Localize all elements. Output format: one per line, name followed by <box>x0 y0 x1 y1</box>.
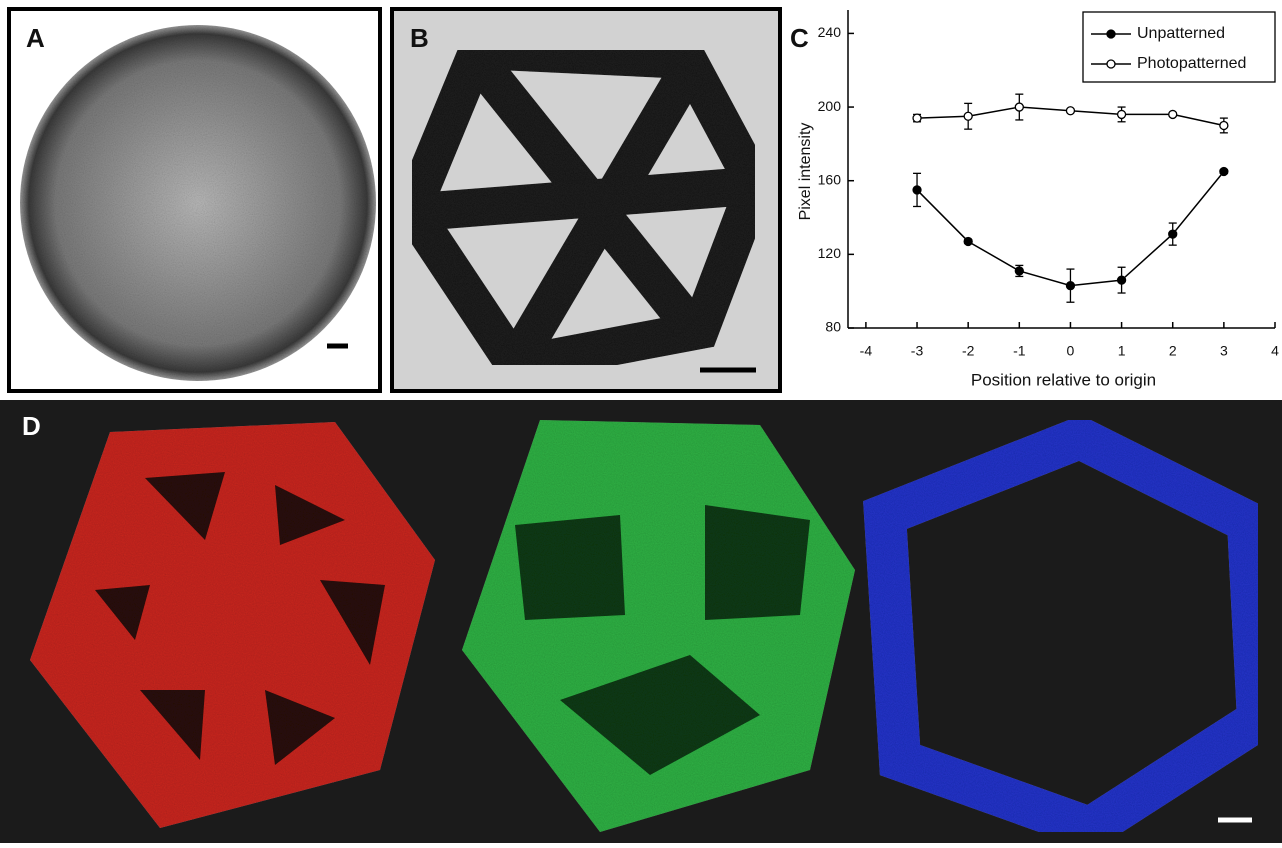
panel-label: A <box>26 23 45 53</box>
legend-label: Unpatterned <box>1137 25 1225 42</box>
data-point <box>1118 276 1126 284</box>
data-point <box>964 237 972 245</box>
x-tick-label: 2 <box>1169 343 1177 359</box>
x-tick-label: -2 <box>962 343 975 359</box>
panel-label: D <box>22 411 41 441</box>
chart: 80 120 160 200 240 -4 -3 -2 -1 0 1 2 3 4 Position rela… <box>797 10 1279 389</box>
data-point <box>913 186 921 194</box>
x-tick-label: 1 <box>1118 343 1126 359</box>
data-point <box>1169 110 1177 118</box>
data-point <box>1220 168 1228 176</box>
data-point <box>1015 103 1023 111</box>
data-point <box>1118 110 1126 118</box>
x-tick-label: -4 <box>860 343 873 359</box>
y-tick-label: 160 <box>818 171 842 187</box>
data-point <box>913 114 921 122</box>
dish-image <box>20 25 376 381</box>
data-point <box>1066 282 1074 290</box>
y-tick-label: 200 <box>818 98 842 114</box>
x-tick-label: 3 <box>1220 343 1228 359</box>
page: {"panel_labels": ["A", "B", "C", "D"], "… <box>0 0 1282 848</box>
panel-label: C <box>790 23 809 53</box>
y-tick-label: 240 <box>818 24 842 40</box>
figure: A B C 80 120 160 200 240 -4 -3 -2 -1 0 1 2 3 4 Positio… <box>0 0 1282 843</box>
x-tick-label: 4 <box>1271 343 1279 359</box>
legend-label: Photopatterned <box>1137 55 1246 72</box>
legend-marker <box>1107 60 1115 68</box>
data-point <box>1169 230 1177 238</box>
data-point <box>1220 121 1228 129</box>
panel-label: B <box>410 23 429 53</box>
legend-marker <box>1107 30 1115 38</box>
x-tick-label: -3 <box>911 343 924 359</box>
data-point <box>1066 107 1074 115</box>
x-axis-label: Position relative to origin <box>971 370 1156 389</box>
y-tick-label: 120 <box>818 245 842 261</box>
y-tick-label: 80 <box>825 319 841 335</box>
x-tick-label: 0 <box>1067 343 1075 359</box>
y-axis-label: Pixel intensity <box>797 123 814 221</box>
data-point <box>964 112 972 120</box>
x-tick-label: -1 <box>1013 343 1026 359</box>
data-point <box>1015 267 1023 275</box>
